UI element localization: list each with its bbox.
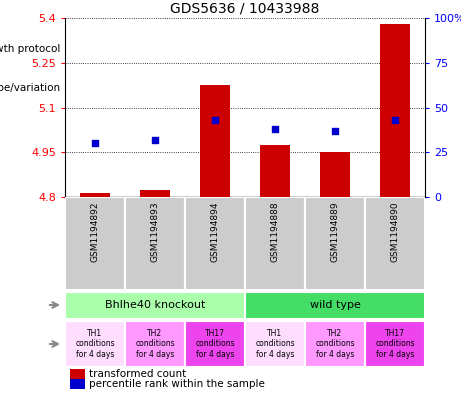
Text: wild type: wild type bbox=[310, 300, 361, 310]
Text: growth protocol: growth protocol bbox=[0, 44, 60, 54]
Point bbox=[151, 137, 159, 143]
Bar bbox=[125, 197, 185, 290]
Point bbox=[272, 126, 279, 132]
Bar bbox=[185, 197, 245, 290]
Text: TH1
conditions
for 4 days: TH1 conditions for 4 days bbox=[75, 329, 115, 359]
Bar bbox=[245, 321, 305, 367]
Bar bbox=[65, 197, 125, 290]
Bar bbox=[65, 321, 125, 367]
Bar bbox=[260, 145, 290, 197]
Bar bbox=[140, 189, 170, 197]
Point bbox=[331, 128, 339, 134]
Bar bbox=[365, 197, 425, 290]
Text: TH1
conditions
for 4 days: TH1 conditions for 4 days bbox=[255, 329, 295, 359]
Bar bbox=[185, 321, 245, 367]
Text: GSM1194894: GSM1194894 bbox=[211, 202, 219, 262]
Bar bbox=[125, 321, 185, 367]
Text: TH2
conditions
for 4 days: TH2 conditions for 4 days bbox=[315, 329, 355, 359]
Text: GSM1194893: GSM1194893 bbox=[150, 202, 160, 262]
Bar bbox=[305, 321, 365, 367]
Bar bbox=[380, 24, 410, 197]
Bar bbox=[80, 193, 110, 197]
Text: GSM1194892: GSM1194892 bbox=[90, 202, 100, 262]
Text: GSM1194889: GSM1194889 bbox=[331, 202, 339, 262]
Text: TH17
conditions
for 4 days: TH17 conditions for 4 days bbox=[195, 329, 235, 359]
Bar bbox=[200, 85, 230, 197]
Bar bbox=[305, 197, 365, 290]
Point bbox=[391, 117, 399, 123]
Title: GDS5636 / 10433988: GDS5636 / 10433988 bbox=[170, 2, 319, 15]
Text: TH17
conditions
for 4 days: TH17 conditions for 4 days bbox=[375, 329, 415, 359]
Text: TH2
conditions
for 4 days: TH2 conditions for 4 days bbox=[135, 329, 175, 359]
Text: GSM1194888: GSM1194888 bbox=[271, 202, 279, 262]
Text: Bhlhe40 knockout: Bhlhe40 knockout bbox=[105, 300, 205, 310]
Bar bbox=[245, 292, 425, 318]
Bar bbox=[365, 321, 425, 367]
Bar bbox=[65, 292, 245, 318]
Text: percentile rank within the sample: percentile rank within the sample bbox=[89, 379, 265, 389]
Text: GSM1194890: GSM1194890 bbox=[390, 202, 400, 262]
Point bbox=[91, 140, 99, 147]
Point bbox=[211, 117, 219, 123]
Text: transformed count: transformed count bbox=[89, 369, 187, 379]
Bar bbox=[245, 197, 305, 290]
Text: genotype/variation: genotype/variation bbox=[0, 83, 60, 93]
Bar bbox=[320, 152, 350, 197]
